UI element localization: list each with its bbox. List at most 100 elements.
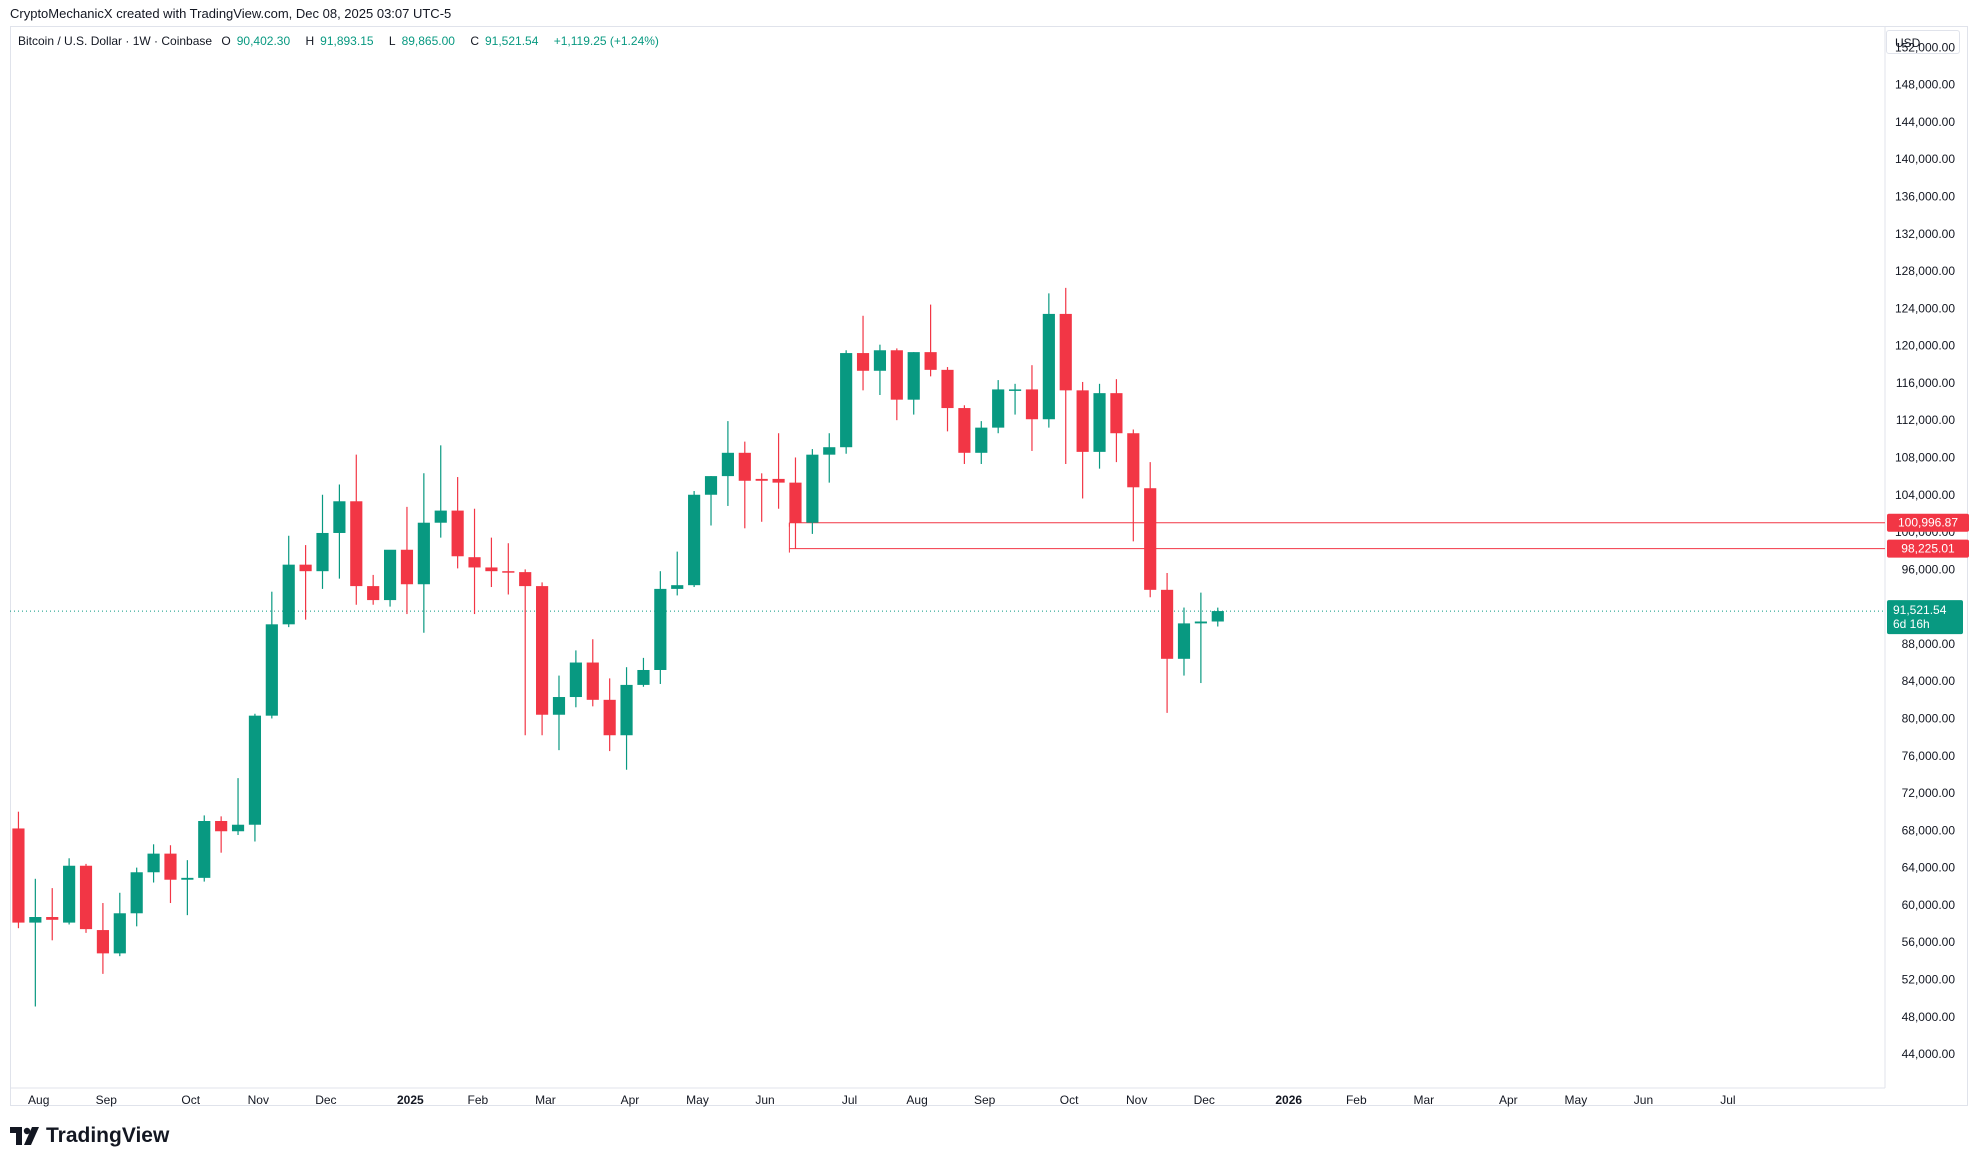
candle-body[interactable] <box>924 352 937 370</box>
x-tick-label: Apr <box>1499 1093 1518 1107</box>
candle-body[interactable] <box>248 715 262 825</box>
candle-body[interactable] <box>907 352 920 400</box>
candle-body[interactable] <box>299 564 312 572</box>
candle-body[interactable] <box>789 482 802 523</box>
candle-body[interactable] <box>164 853 177 880</box>
candle-body[interactable] <box>400 549 414 585</box>
candle-body[interactable] <box>468 557 481 568</box>
candle-body[interactable] <box>1042 313 1055 420</box>
x-tick-label: Dec <box>315 1093 336 1107</box>
candle-body[interactable] <box>603 699 616 736</box>
candle-body[interactable] <box>451 510 464 557</box>
candle-body[interactable] <box>569 662 582 698</box>
candle-body[interactable] <box>434 510 447 523</box>
level-price-badge <box>1887 539 1969 558</box>
candle-body[interactable] <box>1127 433 1140 488</box>
candle-body[interactable] <box>1076 390 1089 452</box>
candle-body[interactable] <box>485 567 498 572</box>
candle-body[interactable] <box>958 408 971 453</box>
tradingview-logo-text: TradingView <box>46 1124 170 1147</box>
open-value: 90,402.30 <box>236 34 291 48</box>
y-tick-label: 76,000.00 <box>1902 749 1956 763</box>
candle-body[interactable] <box>46 917 59 920</box>
candle-body[interactable] <box>552 697 566 715</box>
candle-body[interactable] <box>316 532 329 572</box>
symbol-label[interactable]: Bitcoin / U.S. Dollar · 1W · Coinbase <box>18 34 213 48</box>
candle-body[interactable] <box>519 572 532 587</box>
candle-body[interactable] <box>1177 623 1191 659</box>
candle-body[interactable] <box>367 586 380 601</box>
candle-body[interactable] <box>688 494 701 586</box>
y-tick-label: 84,000.00 <box>1902 674 1956 688</box>
candle-body[interactable] <box>992 389 1005 428</box>
y-tick-label: 136,000.00 <box>1895 189 1955 203</box>
candle-body[interactable] <box>806 454 819 523</box>
candle-body[interactable] <box>12 828 25 923</box>
candle-body[interactable] <box>586 662 599 700</box>
candle-body[interactable] <box>231 824 245 832</box>
y-tick-label: 120,000.00 <box>1895 339 1955 353</box>
low-value: 89,865.00 <box>401 34 455 48</box>
candle-body[interactable] <box>873 350 887 371</box>
y-tick-label: 140,000.00 <box>1895 152 1955 166</box>
y-tick-label: 80,000.00 <box>1902 711 1956 725</box>
candle-body[interactable] <box>620 684 633 736</box>
candle-body[interactable] <box>1093 393 1106 452</box>
candle-body[interactable] <box>637 669 650 685</box>
last-price-label: 91,521.54 <box>1893 603 1947 617</box>
candle-body[interactable] <box>96 930 109 954</box>
candle-body[interactable] <box>1211 611 1224 622</box>
candle-body[interactable] <box>181 877 194 880</box>
candle-body[interactable] <box>1110 393 1123 434</box>
candle-body[interactable] <box>198 821 211 878</box>
x-tick-label: Mar <box>535 1093 556 1107</box>
candle-body[interactable] <box>383 549 397 601</box>
y-tick-label: 124,000.00 <box>1895 301 1955 315</box>
candle-body[interactable] <box>265 624 278 716</box>
x-tick-label: May <box>1565 1093 1588 1107</box>
candle-body[interactable] <box>1025 389 1039 420</box>
candle-body[interactable] <box>333 501 346 533</box>
candle-body[interactable] <box>63 865 76 923</box>
x-tick-label: Oct <box>1060 1093 1079 1107</box>
candle-body[interactable] <box>29 917 42 923</box>
candle-body[interactable] <box>536 586 549 715</box>
candle-body[interactable] <box>350 501 363 587</box>
candle-body[interactable] <box>1144 488 1157 590</box>
y-tick-label: 148,000.00 <box>1895 78 1955 92</box>
candle-body[interactable] <box>890 350 903 400</box>
candle-body[interactable] <box>1161 589 1174 659</box>
candle-body[interactable] <box>856 353 870 371</box>
candle-body[interactable] <box>79 865 93 930</box>
candle-body[interactable] <box>721 452 734 477</box>
candle-body[interactable] <box>704 476 718 495</box>
candle-body[interactable] <box>1194 621 1207 624</box>
candle-body[interactable] <box>417 522 430 585</box>
x-tick-label: Dec <box>1194 1093 1215 1107</box>
candle-body[interactable] <box>738 452 751 481</box>
chart-credit-text: CryptoMechanicX created with TradingView… <box>10 6 452 21</box>
tradingview-logo[interactable]: TradingView <box>10 1124 169 1148</box>
candle-body[interactable] <box>502 571 515 573</box>
candle-body[interactable] <box>823 447 836 455</box>
candle-body[interactable] <box>130 872 143 914</box>
candle-body[interactable] <box>755 478 768 481</box>
candle-body[interactable] <box>975 427 988 453</box>
candle-body[interactable] <box>215 821 228 832</box>
candle-body[interactable] <box>282 564 295 625</box>
candle-body[interactable] <box>1008 389 1022 391</box>
x-tick-label: Sep <box>96 1093 118 1107</box>
candle-body[interactable] <box>113 913 126 954</box>
candle-body[interactable] <box>1059 313 1072 391</box>
currency-button[interactable]: USD <box>1886 30 1960 54</box>
high-label: H <box>305 34 315 48</box>
y-tick-label: 116,000.00 <box>1896 376 1955 390</box>
candle-body[interactable] <box>941 369 954 409</box>
candle-body[interactable] <box>147 853 160 873</box>
candle-body[interactable] <box>840 353 853 448</box>
candle-body[interactable] <box>671 585 684 589</box>
candle-body[interactable] <box>654 588 667 670</box>
candle-body[interactable] <box>772 478 785 483</box>
y-tick-label: 104,000.00 <box>1895 488 1955 502</box>
